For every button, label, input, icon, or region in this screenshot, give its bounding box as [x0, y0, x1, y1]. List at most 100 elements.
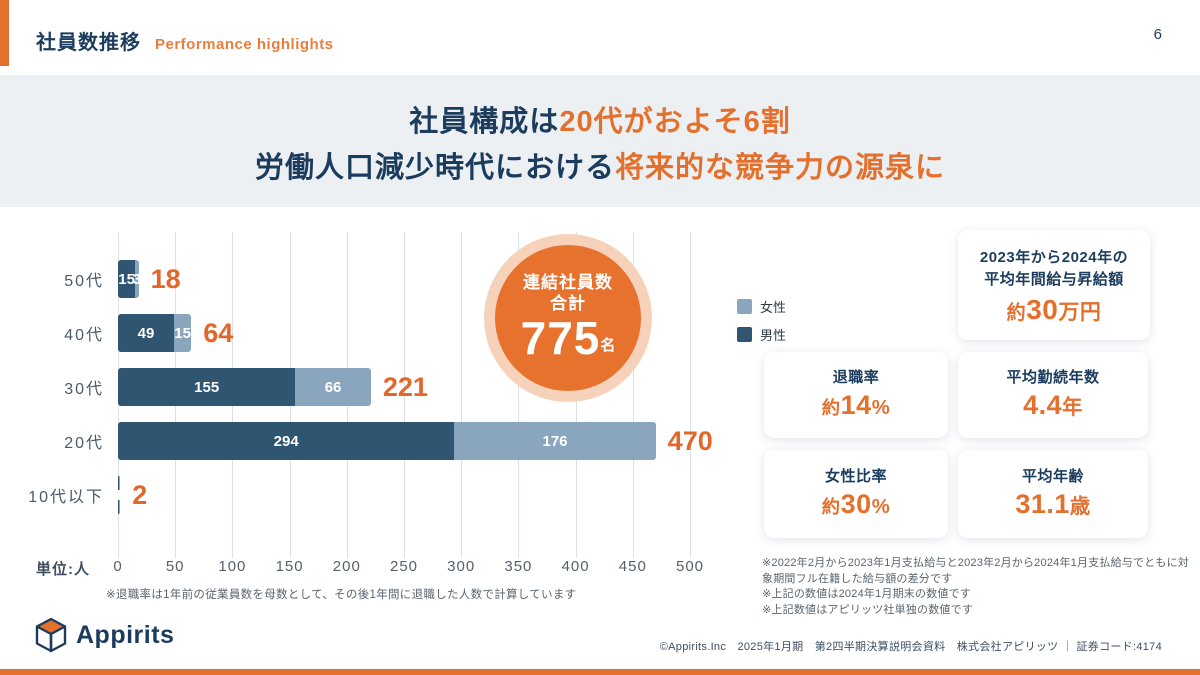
- stat-card-title: 女性比率: [824, 468, 887, 485]
- footer-credit: ©Appirits.Inc 2025年1月期 第2四半期決算説明会資料 株式会社…: [659, 641, 1162, 653]
- page-number: 6: [1153, 26, 1162, 43]
- bar-total-label: 221: [382, 371, 428, 402]
- bar-row: 40代 49 15 64: [64, 314, 690, 352]
- stat-card-value: 約14%: [764, 389, 948, 424]
- company-logo: Appirits: [34, 617, 174, 653]
- category-label: 30代: [64, 381, 104, 398]
- gridline: [632, 232, 634, 558]
- headline-line2-dark: 労働人口減少時代における: [254, 152, 615, 184]
- stat-footnote: ※上記数値はアピリッツ社単独の数値です: [762, 603, 974, 616]
- stat-value-prefix: 約: [1006, 303, 1027, 324]
- stat-value-suffix: %: [871, 496, 891, 518]
- stat-card-avg-tenure: 平均勤続年数 4.4年: [958, 352, 1148, 438]
- bar-segment-male: 49: [118, 314, 175, 352]
- stat-footnotes: ※2022年2月から2023年1月支払給与と2023年2月から2024年1月支払…: [762, 556, 1192, 618]
- stat-value-suffix: %: [871, 397, 891, 419]
- stat-card-female-ratio: 女性比率 約30%: [764, 450, 948, 538]
- gridline: [461, 232, 463, 558]
- stat-card-salary-raise: 2023年から2024年の 平均年間給与昇給額 約30万円: [958, 230, 1150, 340]
- stat-value-main: 14: [840, 390, 872, 420]
- stat-footnote: ※2022年2月から2023年1月支払給与と2023年2月から2024年1月支払…: [762, 557, 1189, 585]
- legend-item-female: 女性: [737, 297, 786, 316]
- x-tick-label: 500: [675, 558, 705, 575]
- stat-value-main: 31.1: [1015, 489, 1070, 519]
- x-tick-label: 400: [561, 558, 590, 575]
- chart-footnote: ※退職率は1年前の従業員数を母数として、その後1年間に退職した人数で計算していま…: [106, 589, 577, 601]
- x-tick-label: 200: [332, 558, 361, 575]
- total-employees-badge-inner: 連結社員数 合計 775 名: [495, 245, 641, 391]
- bar-segment-female: 1: [116, 476, 124, 514]
- legend-swatch-female: [737, 299, 752, 314]
- bar-segment-female: 176: [454, 422, 656, 460]
- logo-wordmark: Appirits: [76, 620, 175, 649]
- stat-value-suffix: 万円: [1058, 301, 1102, 324]
- stat-card-value: 4.4年: [958, 389, 1148, 424]
- badge-unit: 名: [600, 337, 616, 354]
- bar-row: 20代 294 176 470: [64, 422, 713, 460]
- header: 社員数推移 Performance highlights: [36, 26, 334, 55]
- header-accent-strip: [0, 0, 9, 66]
- x-tick-label: 0: [113, 558, 123, 575]
- bar-total-label: 64: [203, 317, 234, 348]
- x-tick-label: 100: [218, 558, 247, 575]
- badge-line-2: 合計: [550, 294, 586, 313]
- bottom-accent-bar: [0, 669, 1200, 675]
- page-subtitle: Performance highlights: [155, 36, 334, 53]
- stat-value-main: 30: [1026, 294, 1059, 325]
- badge-value: 775: [520, 312, 601, 364]
- x-tick-label: 250: [389, 558, 419, 575]
- stat-card-title: 2023年から2024年の: [979, 249, 1129, 266]
- x-tick-label: 300: [447, 558, 476, 575]
- legend-label-female: 女性: [760, 300, 787, 315]
- gridline: [518, 232, 520, 558]
- bar-segment-female: 15: [174, 314, 192, 352]
- category-label: 40代: [64, 327, 104, 344]
- stat-value-prefix: 約: [821, 496, 841, 517]
- stat-card-value: 約30万円: [958, 294, 1150, 330]
- category-label: 10代以下: [28, 489, 104, 506]
- legend-label-male: 男性: [760, 328, 787, 343]
- stat-footnote: ※上記の数値は2024年1月期末の数値です: [762, 588, 972, 600]
- stat-card-title: 平均年齢: [1021, 468, 1084, 485]
- stat-card-title: 平均年間給与昇給額: [984, 271, 1124, 288]
- category-label: 50代: [64, 273, 104, 290]
- bar-segment-male: 155: [118, 368, 296, 406]
- headline-banner: 社員構成は20代がおよそ6割 労働人口減少時代における将来的な競争力の源泉に: [0, 75, 1200, 207]
- headline-line-1: 社員構成は20代がおよそ6割: [0, 99, 1200, 145]
- chart-legend: 女性 男性: [737, 297, 786, 344]
- stat-value-suffix: 年: [1062, 397, 1083, 419]
- stat-card-value: 約30%: [764, 488, 948, 523]
- bar-segment-female: 66: [295, 368, 371, 406]
- x-tick-label: 150: [275, 558, 304, 575]
- bar-total-label: 470: [667, 425, 713, 456]
- bar-total-label: 2: [132, 479, 148, 510]
- legend-item-male: 男性: [737, 325, 786, 344]
- axis-unit-label: 単位:人: [36, 561, 90, 578]
- badge-line-1: 連結社員数: [523, 273, 613, 292]
- bar-segment-male: 1: [114, 476, 123, 514]
- stat-value-prefix: 約: [821, 397, 841, 418]
- stat-value-main: 30: [840, 489, 872, 519]
- bar-plot: 50代 15 3 18 40代 49 15 64 30代 155 66 221 20代 294 176 470…: [28, 232, 713, 558]
- bar-segment-male: 15: [118, 260, 136, 298]
- gridline: [690, 232, 691, 558]
- stat-value-suffix: 歳: [1069, 496, 1091, 518]
- legend-swatch-male: [737, 327, 752, 342]
- x-tick-label: 350: [504, 558, 533, 575]
- category-label: 20代: [64, 435, 104, 452]
- appirits-cube-icon: [35, 617, 67, 653]
- bar-total-label: 18: [150, 263, 181, 294]
- bar-segment-female: 3: [133, 260, 141, 298]
- headline-line1-highlight: 20代がおよそ6割: [559, 106, 791, 138]
- stat-card-avg-age: 平均年齢 31.1歳: [958, 450, 1148, 538]
- headline-line-2: 労働人口減少時代における将来的な競争力の源泉に: [0, 145, 1200, 191]
- stat-card-title: 平均勤続年数: [1006, 369, 1100, 386]
- x-tick-label: 450: [618, 558, 647, 575]
- stat-card-value: 31.1歳: [958, 488, 1148, 523]
- headline-line1-dark: 社員構成は: [409, 106, 560, 138]
- total-employees-badge: 連結社員数 合計 775 名: [484, 234, 652, 402]
- headline-line2-highlight: 将来的な競争力の源泉に: [615, 152, 946, 184]
- stat-value-main: 4.4: [1023, 390, 1063, 420]
- bar-row: 50代 15 3 18: [64, 260, 690, 298]
- bar-row: 10代以下 1 1 2: [28, 476, 690, 514]
